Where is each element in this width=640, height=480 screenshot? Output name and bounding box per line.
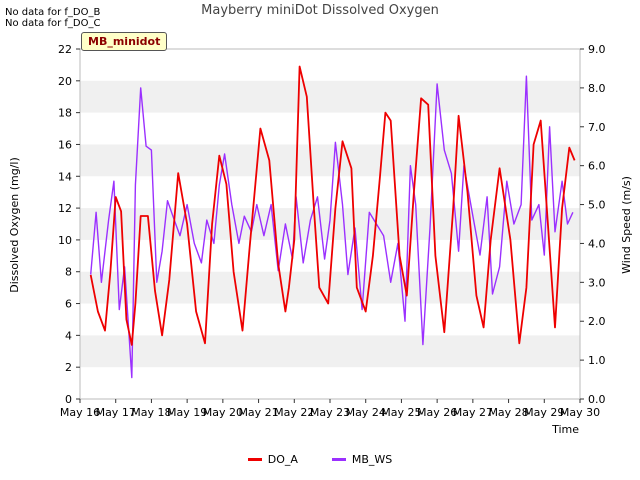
legend-swatch-mb-ws xyxy=(331,458,346,461)
y-tick-label-right: 6.0 xyxy=(588,160,606,173)
station-tag: MB_minidot xyxy=(81,32,168,51)
series-line-do-a xyxy=(89,65,576,346)
chart-title: Mayberry miniDot Dissolved Oxygen xyxy=(201,3,439,18)
x-axis-label: Time xyxy=(551,423,579,436)
legend: DO_A MB_WS xyxy=(0,453,640,466)
grid-band xyxy=(80,335,580,368)
x-tick-label: May 20 xyxy=(203,406,243,419)
y-tick-label-right: 8.0 xyxy=(588,82,606,95)
legend-label-mb-ws: MB_WS xyxy=(351,453,393,466)
y-tick-label-right: 2.0 xyxy=(588,315,606,328)
no-data-note-do-c: No data for f_DO_C xyxy=(5,18,101,29)
x-tick-label: May 16 xyxy=(60,406,100,419)
x-tick-label: May 24 xyxy=(346,406,386,419)
y-tick-label-right: 7.0 xyxy=(588,121,606,134)
y-tick-label-left: 16 xyxy=(58,138,72,151)
x-tick-label: May 23 xyxy=(310,406,350,419)
y-tick-label-right: 5.0 xyxy=(588,199,606,212)
y-tick-label-left: 14 xyxy=(58,170,72,183)
x-tick-label: May 22 xyxy=(274,406,314,419)
y-tick-label-right: 1.0 xyxy=(588,354,606,367)
y-tick-label-right: 3.0 xyxy=(588,276,606,289)
x-tick-label: May 19 xyxy=(167,406,207,419)
y-tick-label-right: 9.0 xyxy=(588,43,606,56)
x-tick-label: May 27 xyxy=(453,406,493,419)
y-tick-label-left: 20 xyxy=(58,75,72,88)
y-tick-label-left: 8 xyxy=(65,266,72,279)
y-axis-label-left: Dissolved Oxygen (mg/l) xyxy=(8,157,21,292)
y-tick-label-left: 22 xyxy=(58,43,72,56)
y-tick-label-left: 18 xyxy=(58,107,72,120)
y-tick-label-right: 4.0 xyxy=(588,237,606,250)
y-tick-label-left: 2 xyxy=(65,361,72,374)
x-tick-label: May 17 xyxy=(96,406,136,419)
grid-band xyxy=(80,80,580,113)
legend-swatch-do-a xyxy=(247,458,262,461)
legend-item-mb-ws: MB_WS xyxy=(331,453,393,466)
x-tick-label: May 18 xyxy=(131,406,171,419)
legend-item-do-a: DO_A xyxy=(247,453,298,466)
x-tick-label: May 30 xyxy=(560,406,600,419)
x-tick-label: May 28 xyxy=(488,406,528,419)
y-tick-label-right: 0.0 xyxy=(588,393,606,406)
x-tick-label: May 29 xyxy=(524,406,564,419)
series-line-mb-ws xyxy=(90,75,574,379)
y-tick-label-left: 12 xyxy=(58,202,72,215)
legend-label-do-a: DO_A xyxy=(267,453,298,466)
no-data-note-do-b: No data for f_DO_B xyxy=(5,7,101,18)
y-tick-label-left: 10 xyxy=(58,234,72,247)
grid-band xyxy=(80,144,580,177)
y-tick-label-left: 4 xyxy=(65,329,72,342)
x-tick-label: May 21 xyxy=(238,406,278,419)
x-tick-label: May 26 xyxy=(417,406,457,419)
y-tick-label-left: 0 xyxy=(65,393,72,406)
y-axis-label-right: Wind Speed (m/s) xyxy=(620,176,633,274)
y-tick-label-left: 6 xyxy=(65,298,72,311)
x-tick-label: May 25 xyxy=(381,406,421,419)
